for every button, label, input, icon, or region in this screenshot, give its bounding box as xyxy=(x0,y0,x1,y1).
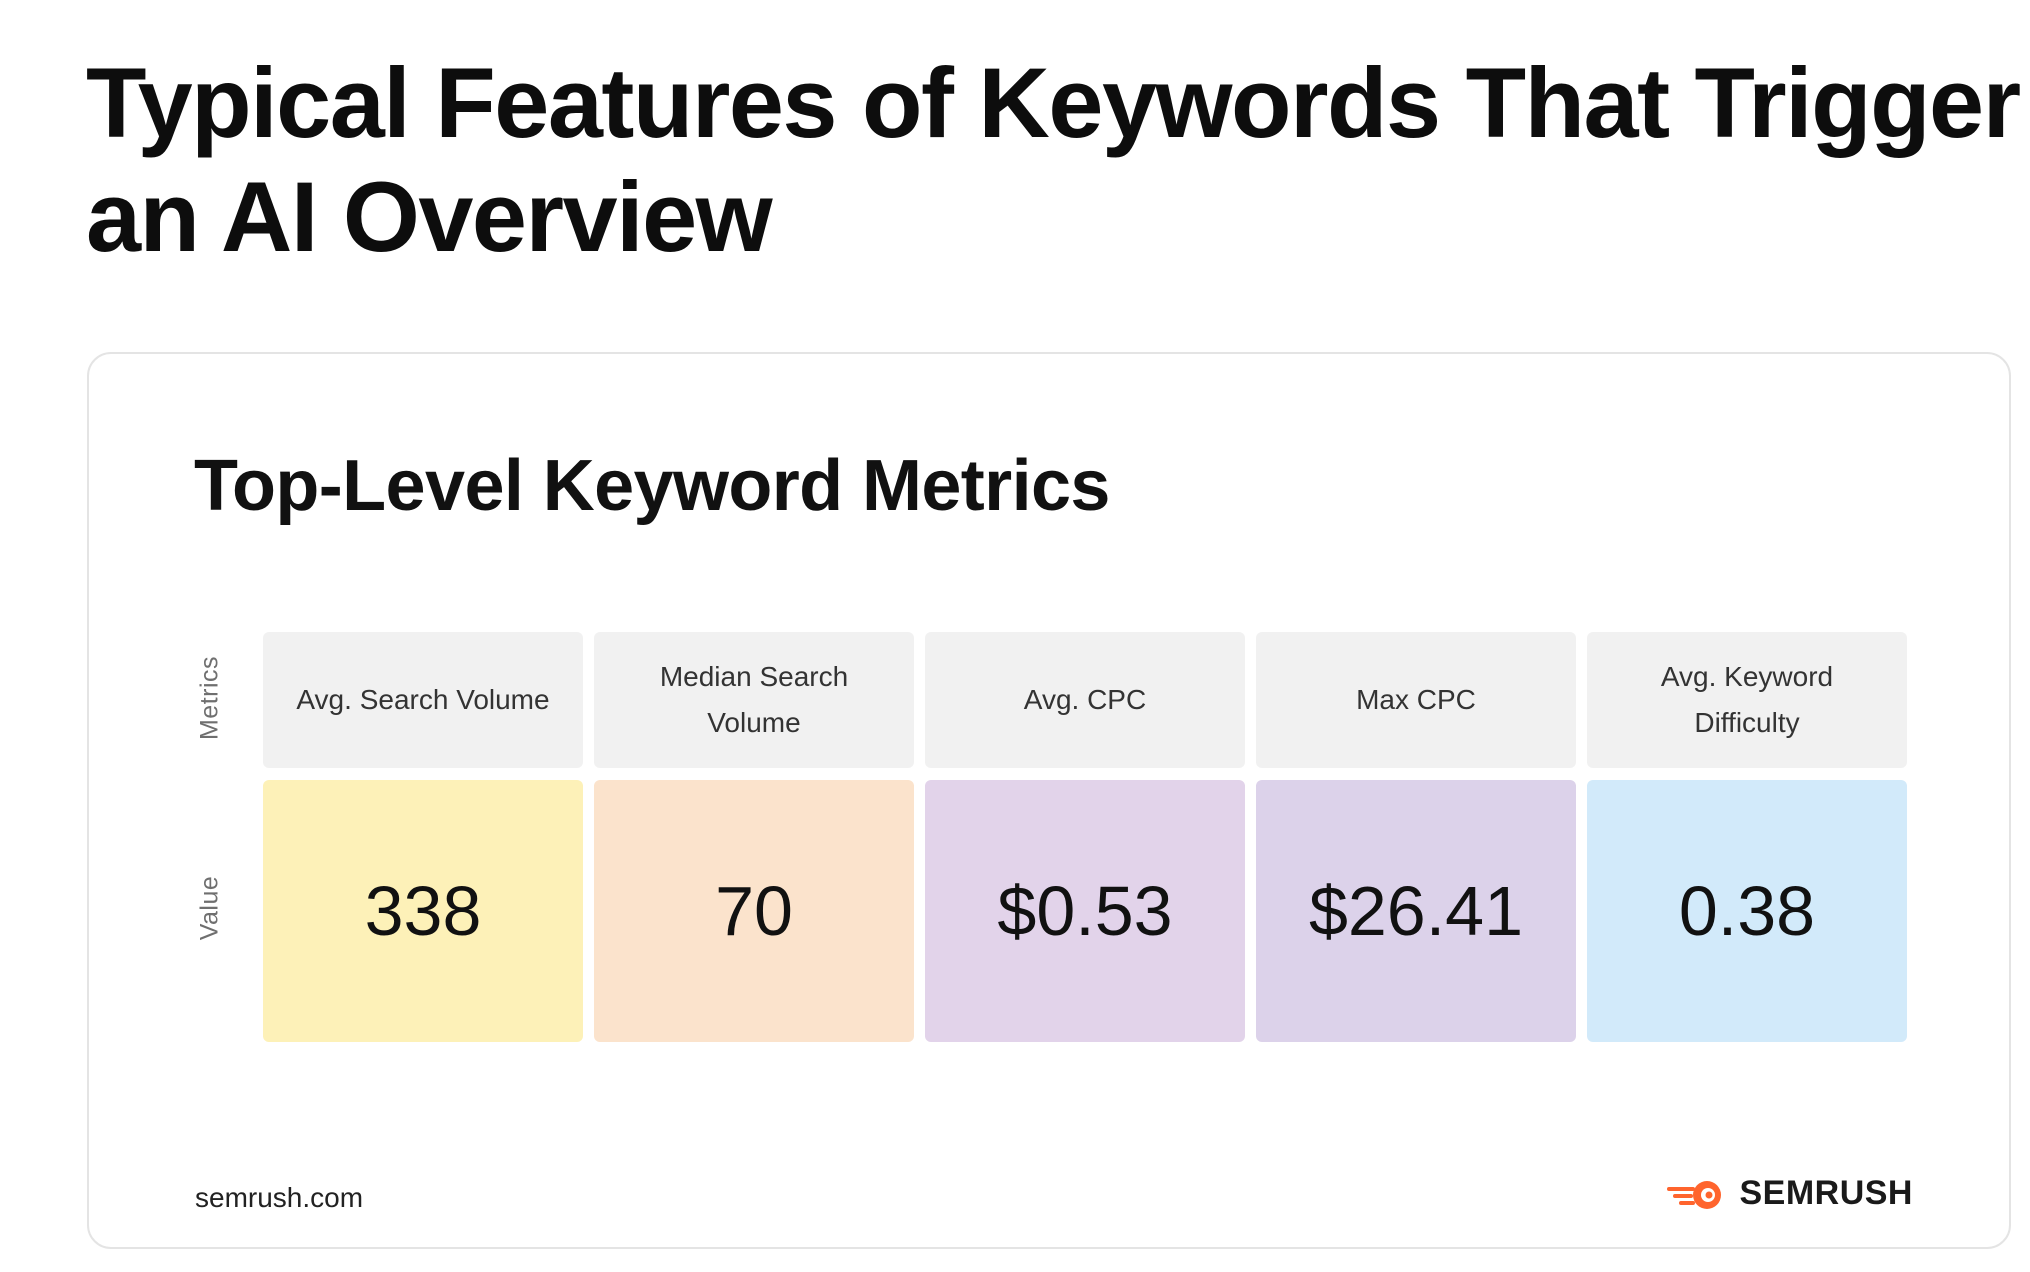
metric-cell-median-search-volume: Median Search Volume xyxy=(594,632,914,768)
semrush-flame-icon xyxy=(1667,1180,1722,1209)
metric-cell-max-cpc: Max CPC xyxy=(1256,632,1576,768)
row-label-metrics: Metrics xyxy=(195,655,224,741)
value-cell-avg-keyword-difficulty: 0.38 xyxy=(1587,780,1907,1042)
row-label-value: Value xyxy=(195,875,224,941)
metric-cell-avg-cpc: Avg. CPC xyxy=(925,632,1245,768)
brand-name: SEMRUSH xyxy=(1739,1174,1913,1212)
chart-title: Top-Level Keyword Metrics xyxy=(194,446,1110,526)
semrush-logo: SEMRUSH xyxy=(1667,1174,1913,1213)
metric-cell-avg-search-volume: Avg. Search Volume xyxy=(263,632,583,768)
value-cell-median-search-volume: 70 xyxy=(594,780,914,1042)
page-title: Typical Features of Keywords That Trigge… xyxy=(86,47,2021,272)
metric-cell-avg-keyword-difficulty: Avg. Keyword Difficulty xyxy=(1587,632,1907,768)
chart-card: Top-Level Keyword Metrics Metrics Value … xyxy=(87,352,2011,1249)
value-cell-avg-cpc: $0.53 xyxy=(925,780,1245,1042)
value-cell-avg-search-volume: 338 xyxy=(263,780,583,1042)
source-text: semrush.com xyxy=(195,1182,364,1213)
value-cell-max-cpc: $26.41 xyxy=(1256,780,1576,1042)
